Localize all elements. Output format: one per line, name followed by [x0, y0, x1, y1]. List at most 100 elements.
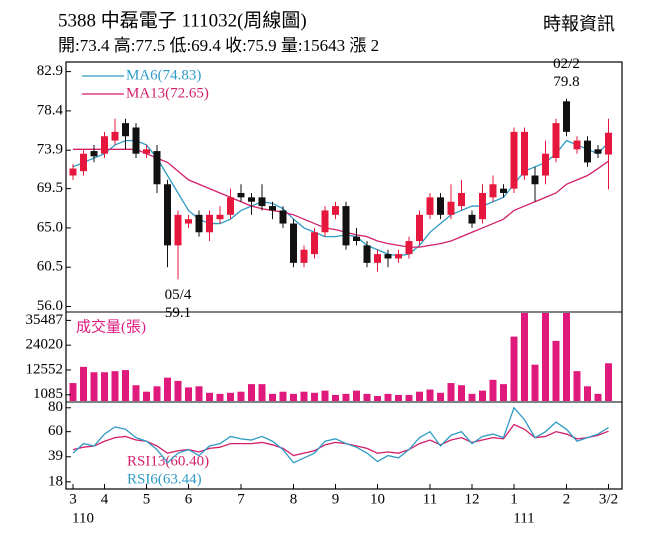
candle-body [479, 192, 486, 220]
legend-label: MA6(74.83) [126, 67, 201, 83]
candle-body [416, 214, 423, 242]
y-tick-label: 35487 [26, 312, 64, 328]
volume-bar [90, 372, 98, 401]
candle-body [279, 210, 287, 224]
candle-body [227, 197, 234, 215]
candle-body [174, 214, 182, 246]
volume-bar [573, 371, 581, 401]
candle-body [552, 123, 560, 159]
ma-line [72, 139, 609, 257]
volume-bar [111, 371, 119, 401]
volume-bar [311, 392, 318, 401]
candle-body [132, 127, 140, 154]
candle-body [573, 140, 581, 150]
volume-bar [258, 384, 266, 401]
x-tick-label: 2 [563, 491, 571, 507]
candle-body [426, 197, 434, 215]
volume-bars [69, 313, 612, 401]
annotation-value: 79.8 [553, 74, 579, 90]
y-tick-label: 80 [48, 399, 63, 415]
rsi-line [72, 423, 609, 457]
annotation-date: 05/4 [165, 287, 192, 303]
y-tick-label: 18 [48, 473, 63, 489]
volume-bar [321, 390, 329, 401]
y-tick-label: 69.5 [37, 180, 63, 196]
x-tick-label: 12 [465, 491, 480, 507]
volume-bar [69, 383, 77, 401]
volume-bar [143, 391, 150, 401]
volume-bar [363, 393, 371, 401]
volume-bar [437, 392, 444, 401]
volume-bar [101, 372, 108, 401]
volume-bar [552, 340, 560, 401]
legend-label: MA13(72.65) [126, 85, 209, 101]
candle-body [248, 197, 255, 202]
candle-body [185, 219, 192, 224]
candle-body [206, 214, 213, 233]
x-tick-label: 6 [185, 491, 193, 507]
candle-body [353, 236, 360, 242]
candle-body [164, 184, 171, 246]
candle-body [384, 254, 392, 259]
x-tick-label: 8 [290, 491, 298, 507]
volume-bar [584, 386, 591, 401]
volume-bar [353, 390, 360, 401]
volume-bar [426, 389, 434, 401]
volume-bar [542, 313, 549, 401]
candle-body [311, 232, 318, 255]
volume-bar [384, 393, 392, 401]
volume-bar [206, 392, 213, 401]
volume-bar [132, 385, 140, 401]
annotation-value: 59.1 [165, 305, 191, 321]
y-tick-label: 60.5 [37, 259, 63, 275]
frame [65, 61, 623, 490]
volume-bar [521, 313, 528, 401]
candle-body [363, 245, 371, 263]
volume-bar [489, 379, 497, 401]
candle-body [594, 149, 602, 154]
volume-bar [374, 396, 381, 401]
chart-title: 5388 中磊電子 111032(周線圖) [58, 9, 307, 31]
y-tick-label: 39 [48, 448, 63, 464]
y-tick-label: 73.9 [37, 142, 63, 158]
rsi-line [72, 406, 609, 464]
volume-bar [605, 363, 612, 401]
volume-bar [227, 392, 234, 401]
candle-body [510, 131, 518, 189]
volume-bar [594, 393, 602, 401]
candle-body [542, 153, 549, 176]
volume-bar [300, 391, 308, 401]
volume-bar [405, 394, 413, 401]
volume-bar [269, 393, 276, 401]
volume-bar [510, 336, 518, 401]
candle-body [216, 214, 224, 220]
candle-body [468, 214, 476, 224]
candle-body [395, 254, 402, 259]
ma-line [73, 148, 609, 248]
candle-body [374, 254, 381, 263]
legend-label: RSI6(63.44) [127, 471, 202, 487]
source: 時報資訊 [543, 14, 615, 34]
candle-body [584, 140, 591, 163]
candle-body [153, 151, 161, 185]
volume-bar [395, 394, 402, 401]
volume-bar [500, 384, 507, 401]
volume-bar [416, 391, 423, 401]
candle-body [111, 131, 119, 141]
y-tick-label: 82.9 [37, 63, 63, 79]
x-tick-label: 9 [332, 491, 340, 507]
y-tick-label: 56.0 [37, 298, 63, 314]
volume-bar [164, 377, 171, 401]
candle-body [405, 241, 413, 255]
candle-body [290, 223, 297, 263]
volume-bar [248, 384, 255, 401]
volume-bar [80, 366, 87, 401]
candle-body [300, 249, 308, 263]
y-tick-label: 12552 [26, 361, 64, 377]
candle-body [332, 206, 339, 215]
x-tick-label: 5 [143, 491, 151, 507]
volume-bar [237, 391, 245, 401]
y-tick-label: 78.4 [37, 102, 64, 118]
